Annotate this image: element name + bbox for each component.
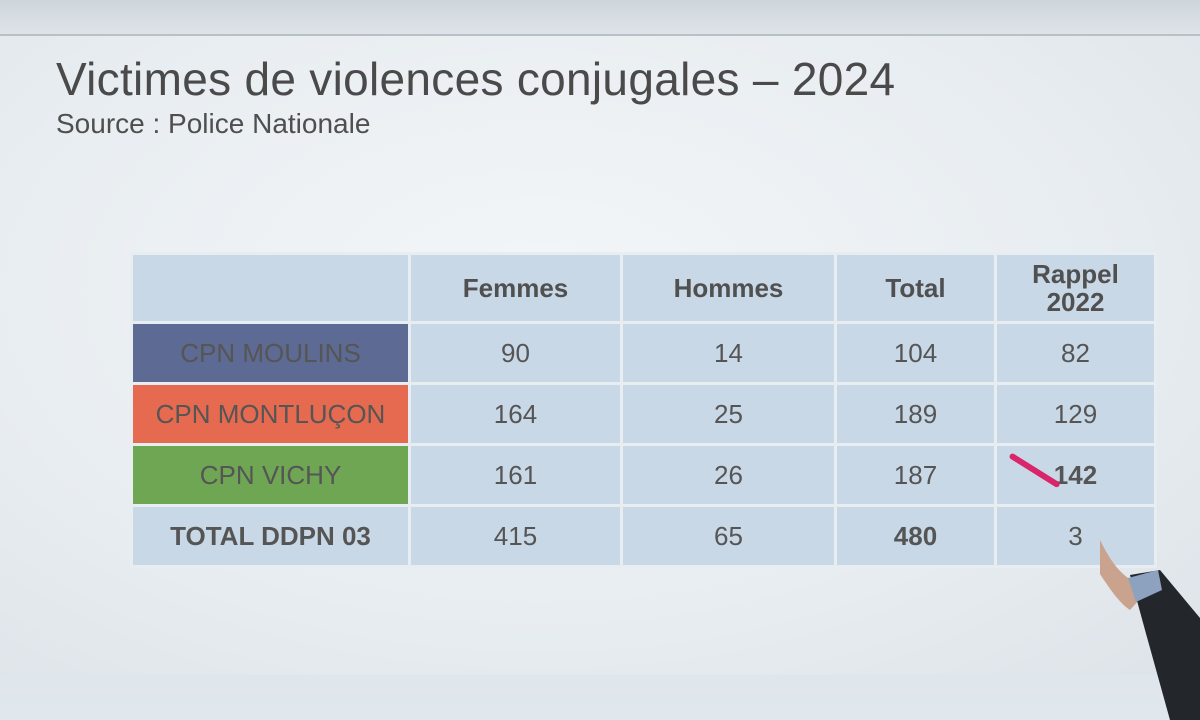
cell-hommes: 65 [620,504,837,568]
cell-femmes: 164 [408,382,623,446]
presenter-hand-icon [1100,540,1200,720]
row-label-montlucon: CPN MONTLUÇON [130,382,411,446]
row-label-total: TOTAL DDPN 03 [130,504,411,568]
cell-hommes: 26 [620,443,837,507]
table-row: CPN MONTLUÇON 164 25 189 129 [130,382,1157,446]
cell-total: 104 [834,321,997,385]
header-rappel-line2: 2022 [1046,287,1105,317]
header-rappel-line1: Rappel [1032,259,1119,289]
table-header-row: Femmes Hommes Total Rappel 2022 [130,252,1157,324]
cell-total: 187 [834,443,997,507]
cell-total: 189 [834,382,997,446]
cell-hommes: 14 [620,321,837,385]
header-hommes: Hommes [620,252,837,324]
table-row: CPN VICHY 161 26 187 142 [130,443,1157,507]
header-rappel-2022: Rappel 2022 [994,252,1157,324]
cell-total: 480 [834,504,997,568]
row-label-moulins: CPN MOULINS [130,321,411,385]
header-femmes: Femmes [408,252,623,324]
row-label-vichy: CPN VICHY [130,443,411,507]
cell-femmes: 90 [408,321,623,385]
slide-subtitle: Source : Police Nationale [56,108,371,139]
header-corner-cell [130,252,411,324]
projector-top-band [0,0,1200,36]
cell-rappel: 3 [994,504,1157,568]
victims-table: Femmes Hommes Total Rappel 2022 CPN MOULI… [130,252,1157,568]
cell-femmes: 161 [408,443,623,507]
cell-hommes: 25 [620,382,837,446]
header-total: Total [834,252,997,324]
cell-rappel: 82 [994,321,1157,385]
table-row: CPN MOULINS 90 14 104 82 [130,321,1157,385]
cell-rappel-highlighted: 142 [994,443,1157,507]
cell-rappel: 129 [994,382,1157,446]
table-total-row: TOTAL DDPN 03 415 65 480 3 [130,504,1157,568]
cell-femmes: 415 [408,504,623,568]
slide-title: Victimes de violences conjugales – 2024 [56,53,896,105]
